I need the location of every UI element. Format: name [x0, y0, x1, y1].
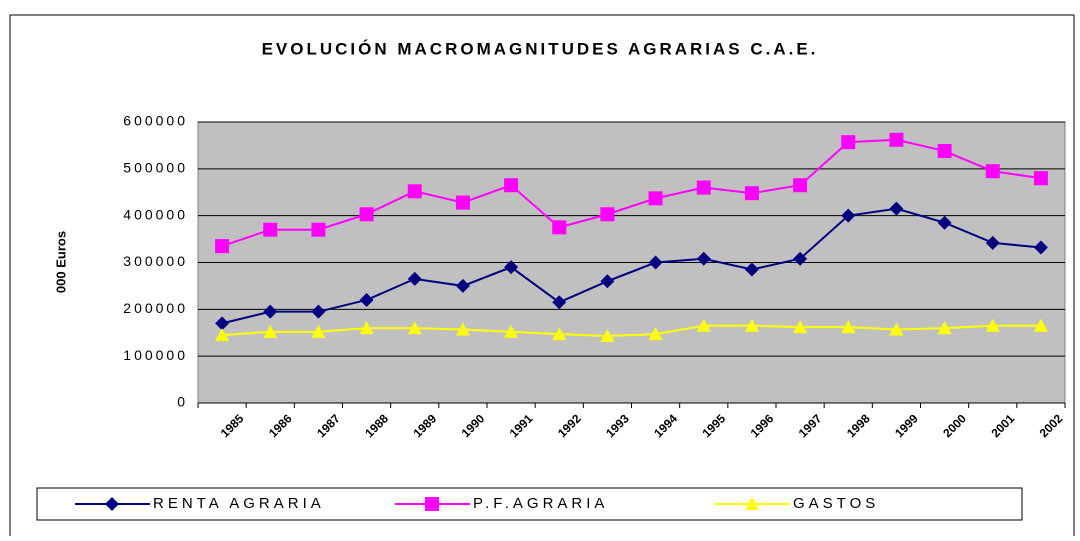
marker — [648, 255, 663, 270]
marker — [793, 178, 808, 193]
y-tick-label: 500000 — [123, 160, 188, 176]
marker — [889, 132, 904, 147]
legend-label: GASTOS — [793, 495, 879, 512]
marker — [744, 186, 759, 201]
y-tick-label: 0 — [177, 394, 188, 410]
marker — [105, 497, 119, 511]
y-tick-label: 300000 — [123, 253, 188, 269]
marker — [425, 497, 439, 511]
marker — [552, 295, 567, 310]
marker — [937, 215, 952, 230]
marker — [504, 324, 519, 338]
chart-title: EVOLUCIÓN MACROMAGNITUDES AGRARIAS C.A.E… — [262, 39, 819, 58]
marker — [745, 497, 759, 510]
y-axis-label: 000 Euros — [53, 231, 68, 293]
marker — [793, 320, 808, 334]
marker — [215, 328, 230, 342]
marker — [407, 321, 422, 335]
marker — [985, 318, 1000, 332]
marker — [600, 329, 615, 343]
y-tick-label: 600000 — [123, 113, 188, 129]
marker — [311, 222, 326, 237]
marker — [696, 251, 711, 266]
marker — [841, 135, 856, 150]
legend-label: RENTA AGRARIA — [153, 495, 325, 512]
y-tick-label: 200000 — [123, 300, 188, 316]
marker — [600, 207, 615, 222]
marker — [600, 274, 615, 289]
marker — [455, 195, 470, 210]
marker — [215, 239, 230, 254]
marker — [696, 180, 711, 195]
y-tick-label: 400000 — [123, 206, 188, 222]
marker — [841, 208, 856, 223]
marker — [696, 318, 711, 332]
marker — [552, 327, 567, 341]
marker — [359, 292, 374, 307]
marker — [311, 304, 326, 319]
marker — [552, 220, 567, 235]
marker — [504, 260, 519, 275]
marker — [744, 318, 759, 332]
marker — [648, 327, 663, 341]
marker — [359, 321, 374, 335]
marker — [455, 322, 470, 336]
marker — [889, 201, 904, 216]
marker — [1033, 171, 1048, 186]
marker — [841, 320, 856, 334]
marker — [504, 178, 519, 193]
series-line — [221, 138, 1042, 248]
marker — [455, 278, 470, 293]
marker — [263, 324, 278, 338]
marker — [263, 304, 278, 319]
marker — [985, 235, 1000, 250]
marker — [215, 316, 230, 331]
marker — [648, 191, 663, 206]
marker — [407, 184, 422, 199]
marker — [311, 324, 326, 338]
marker — [359, 207, 374, 222]
marker — [937, 321, 952, 335]
marker — [985, 164, 1000, 179]
marker — [889, 322, 904, 336]
y-tick-label: 100000 — [123, 347, 188, 363]
marker — [1033, 318, 1048, 332]
marker — [1033, 240, 1048, 255]
series-line — [221, 207, 1042, 325]
marker — [744, 262, 759, 277]
marker — [937, 144, 952, 159]
legend-label: P.F.AGRARIA — [473, 495, 608, 512]
series-line — [222, 324, 1041, 338]
marker — [263, 222, 278, 237]
legend — [36, 487, 1023, 521]
marker — [407, 271, 422, 286]
marker — [793, 251, 808, 266]
